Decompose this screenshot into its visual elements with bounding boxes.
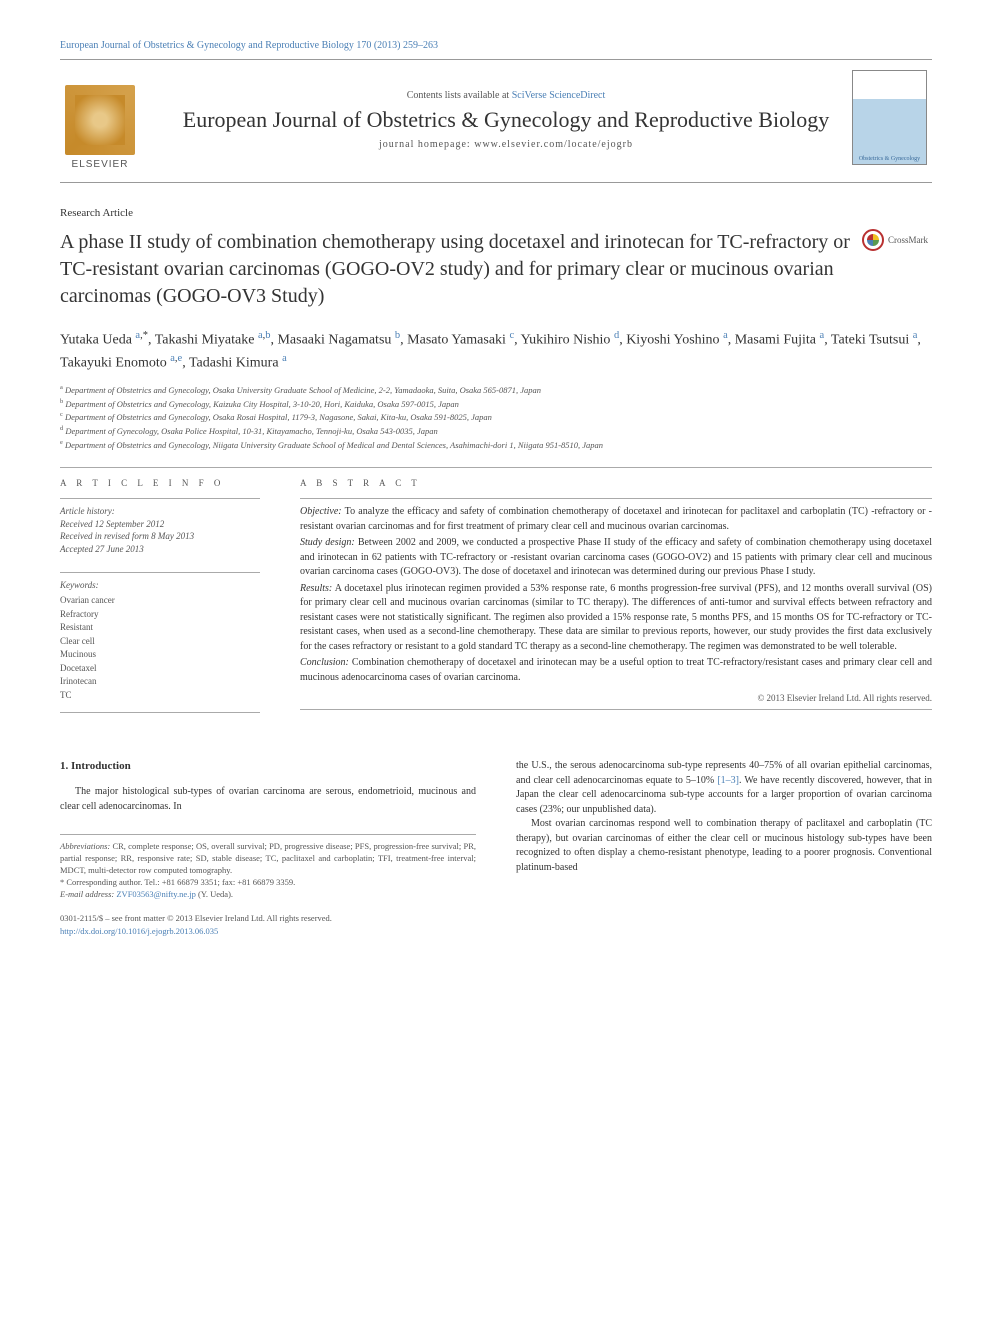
title-row: A phase II study of combination chemothe… xyxy=(60,229,932,310)
separator xyxy=(300,709,932,710)
authors-list: Yutaka Ueda a,*, Takashi Miyatake a,b, M… xyxy=(60,328,932,373)
front-matter: 0301-2115/$ – see front matter © 2013 El… xyxy=(60,912,476,924)
corresponding-author: * Corresponding author. Tel.: +81 66879 … xyxy=(60,877,476,889)
elsevier-tree-icon xyxy=(65,85,135,155)
separator xyxy=(60,712,260,713)
abstract-study-design: Between 2002 and 2009, we conducted a pr… xyxy=(300,537,932,577)
obj-label: Objective: xyxy=(300,506,342,517)
article-title: A phase II study of combination chemothe… xyxy=(60,229,852,310)
journal-cover: Obstetrics & Gynecology xyxy=(852,70,932,170)
body-paragraph: The major histological sub-types of ovar… xyxy=(60,785,476,814)
email-label: E-mail address: xyxy=(60,889,114,899)
left-column: 1. Introduction The major histological s… xyxy=(60,759,476,937)
email-name: (Y. Ueda). xyxy=(196,889,233,899)
right-column: the U.S., the serous adenocarcinoma sub-… xyxy=(516,759,932,937)
elsevier-wordmark: ELSEVIER xyxy=(72,159,129,170)
journal-homepage: journal homepage: www.elsevier.com/locat… xyxy=(160,139,852,150)
ref-link[interactable]: [1–3] xyxy=(717,775,739,786)
abstract-objective: To analyze the efficacy and safety of co… xyxy=(300,506,932,532)
journal-name: European Journal of Obstetrics & Gynecol… xyxy=(160,107,852,133)
history-accepted: Accepted 27 June 2013 xyxy=(60,544,144,554)
affiliations: a Department of Obstetrics and Gynecolog… xyxy=(60,383,932,451)
homepage-url[interactable]: www.elsevier.com/locate/ejogrb xyxy=(474,139,633,150)
body-paragraph: the U.S., the serous adenocarcinoma sub-… xyxy=(516,759,932,817)
body-paragraph: Most ovarian carcinomas respond well to … xyxy=(516,817,932,875)
sciencedirect-link[interactable]: SciVerse ScienceDirect xyxy=(512,90,606,101)
keywords-label: Keywords: xyxy=(60,579,260,593)
crossmark-badge[interactable]: CrossMark xyxy=(862,229,932,251)
separator xyxy=(60,467,932,468)
abbrev-label: Abbreviations: xyxy=(60,841,110,851)
abstract-conclusion: Combination chemotherapy of docetaxel an… xyxy=(300,657,932,683)
body-columns: 1. Introduction The major histological s… xyxy=(60,759,932,937)
publication-line: 0301-2115/$ – see front matter © 2013 El… xyxy=(60,912,476,937)
journal-banner: ELSEVIER Contents lists available at Sci… xyxy=(60,60,932,183)
separator xyxy=(300,498,932,499)
con-label: Conclusion: xyxy=(300,657,349,668)
res-label: Results: xyxy=(300,583,332,594)
elsevier-logo-block: ELSEVIER xyxy=(60,70,140,170)
journal-cover-icon: Obstetrics & Gynecology xyxy=(852,70,927,165)
crossmark-icon xyxy=(862,229,884,251)
meta-columns: A R T I C L E I N F O Article history: R… xyxy=(60,478,932,719)
keywords-list: Ovarian cancerRefractoryResistantClear c… xyxy=(60,595,115,700)
article-history: Article history: Received 12 September 2… xyxy=(60,505,260,555)
contents-prefix: Contents lists available at xyxy=(407,90,512,101)
journal-citation-link[interactable]: European Journal of Obstetrics & Gynecol… xyxy=(60,40,932,51)
abstract-body: Objective: To analyze the efficacy and s… xyxy=(300,505,932,685)
banner-center: Contents lists available at SciVerse Sci… xyxy=(160,90,852,150)
doi-link[interactable]: http://dx.doi.org/10.1016/j.ejogrb.2013.… xyxy=(60,926,218,936)
abbrev-text: CR, complete response; OS, overall survi… xyxy=(60,841,476,875)
history-label: Article history: xyxy=(60,506,115,516)
contents-line: Contents lists available at SciVerse Sci… xyxy=(160,90,852,101)
header-bar: European Journal of Obstetrics & Gynecol… xyxy=(60,40,932,60)
keywords: Keywords: Ovarian cancerRefractoryResist… xyxy=(60,579,260,703)
footnotes: Abbreviations: CR, complete response; OS… xyxy=(60,834,476,900)
sd-label: Study design: xyxy=(300,537,355,548)
homepage-prefix: journal homepage: xyxy=(379,139,474,150)
crossmark-label: CrossMark xyxy=(888,235,928,245)
history-revised: Received in revised form 8 May 2013 xyxy=(60,531,194,541)
abstract-column: A B S T R A C T Objective: To analyze th… xyxy=(300,478,932,719)
abstract-results: A docetaxel plus irinotecan regimen prov… xyxy=(300,583,932,652)
abstract-copyright: © 2013 Elsevier Ireland Ltd. All rights … xyxy=(300,693,932,703)
article-type: Research Article xyxy=(60,207,932,219)
article-info-heading: A R T I C L E I N F O xyxy=(60,478,260,488)
email-link[interactable]: ZVF03563@nifty.ne.jp xyxy=(116,889,196,899)
article-info-column: A R T I C L E I N F O Article history: R… xyxy=(60,478,260,719)
abstract-heading: A B S T R A C T xyxy=(300,478,932,488)
section-heading: 1. Introduction xyxy=(60,759,476,775)
separator xyxy=(60,498,260,499)
separator xyxy=(60,572,260,573)
history-received: Received 12 September 2012 xyxy=(60,519,164,529)
